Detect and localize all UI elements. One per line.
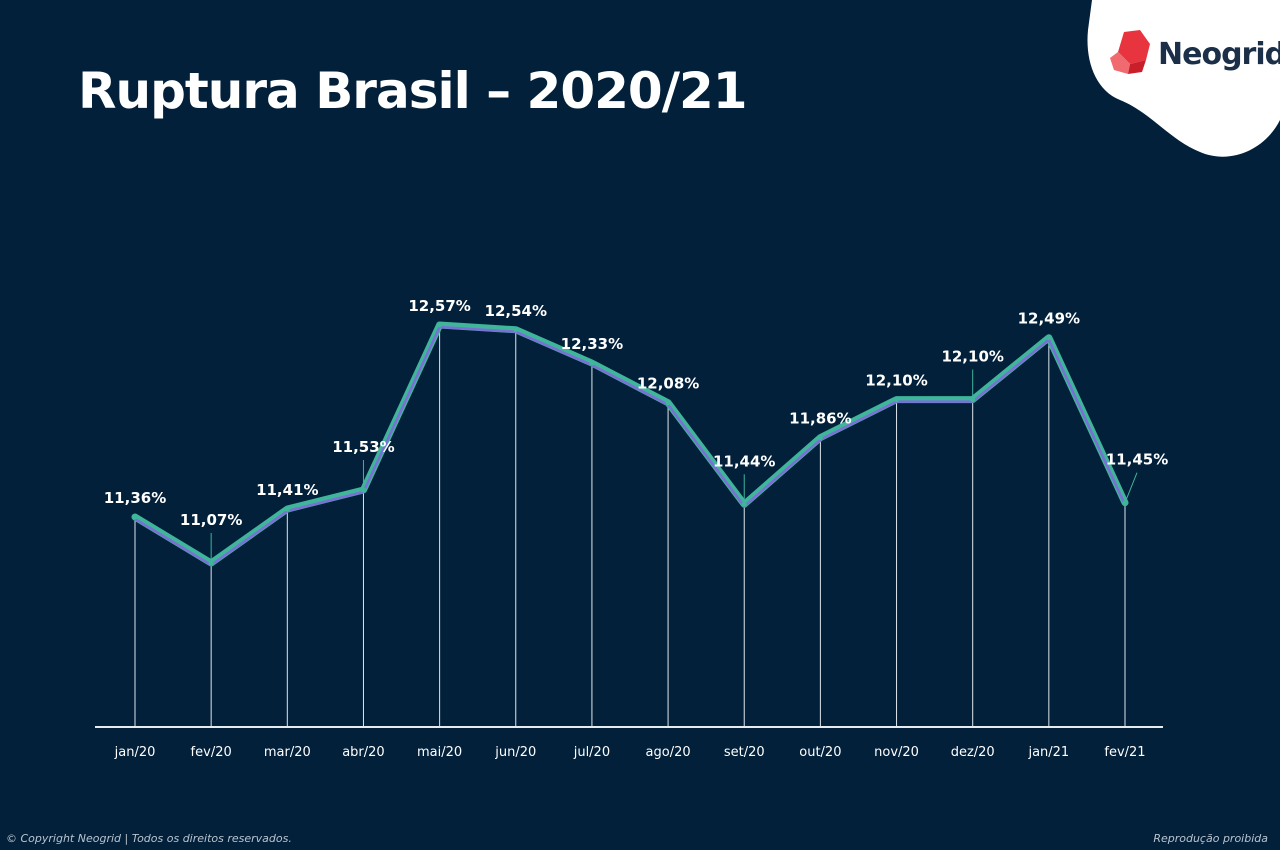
data-point-5 [513,327,519,333]
data-label-13: 11,45% [1106,451,1168,469]
data-label-9: 11,86% [789,410,851,428]
x-tick-label-7: ago/20 [646,745,691,760]
reproduction-notice: Reprodução proibida [1153,832,1268,845]
data-label-6: 12,33% [561,335,623,353]
x-tick-label-5: jun/20 [494,745,536,760]
data-label-10: 12,10% [865,372,927,390]
data-label-1: 11,07% [180,511,242,529]
series-line-outer [131,321,1129,567]
data-point-10 [894,397,900,403]
data-point-7 [665,400,671,406]
x-tick-label-9: out/20 [799,745,841,760]
label-leader-13 [1124,472,1138,503]
data-point-6 [589,360,595,366]
x-tick-label-0: jan/20 [114,745,156,760]
x-tick-label-11: dez/20 [951,745,995,760]
data-point-12 [1046,335,1052,341]
logo-text: Neogrid [1158,37,1280,72]
data-point-0 [132,514,138,520]
data-label-5: 12,54% [485,302,547,320]
x-tick-label-12: jan/21 [1027,745,1069,760]
data-label-11: 12,10% [941,348,1003,366]
x-tick-label-4: mai/20 [417,745,462,760]
data-label-0: 11,36% [104,489,166,507]
series-line-inner [134,325,1127,567]
data-point-2 [284,506,290,512]
x-tick-label-8: set/20 [724,745,765,760]
data-point-9 [817,435,823,441]
data-label-8: 11,44% [713,452,775,470]
data-label-4: 12,57% [408,297,470,315]
data-label-2: 11,41% [256,481,318,499]
x-tick-label-2: mar/20 [264,745,311,760]
page-title: Ruptura Brasil – 2020/21 [78,62,748,120]
bottom-strip [0,850,1280,855]
neogrid-logo-icon [1110,30,1150,74]
copyright-text: © Copyright Neogrid | Todos os direitos … [6,832,292,845]
x-tick-label-1: fev/20 [191,745,232,760]
data-label-12: 12,49% [1018,310,1080,328]
data-point-4 [437,322,443,328]
x-tick-label-3: abr/20 [342,745,385,760]
data-label-7: 12,08% [637,375,699,393]
data-label-3: 11,53% [332,438,394,456]
x-tick-label-10: nov/20 [874,745,919,760]
x-tick-label-13: fev/21 [1104,745,1145,760]
x-tick-label-6: jul/20 [573,745,610,760]
